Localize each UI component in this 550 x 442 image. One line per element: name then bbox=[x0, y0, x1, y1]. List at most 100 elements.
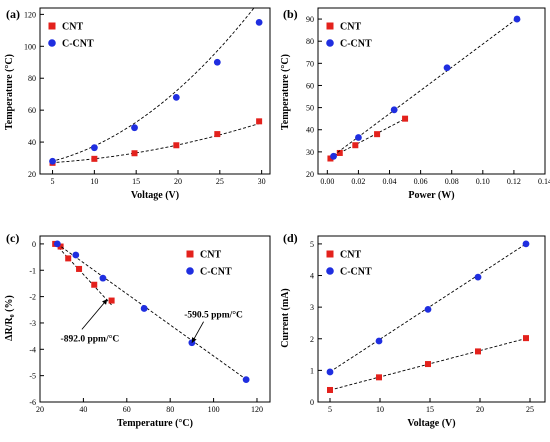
data-point-c-cnt bbox=[49, 157, 56, 165]
y-tick-label: 5 bbox=[310, 240, 314, 249]
slope-annotation: -590.5 ppm/°C bbox=[184, 310, 243, 321]
fit-line-c-cnt bbox=[51, 8, 255, 162]
x-tick-label: 0.04 bbox=[383, 177, 397, 186]
y-tick-label: 2 bbox=[310, 335, 314, 344]
chart-panel-4: 5 10 15 20 25 0 1 2 3 4 5 (d) Voltage (V) Current (mA… bbox=[280, 231, 546, 429]
legend-label: C-CNT bbox=[200, 267, 232, 278]
y-tick-label: 40 bbox=[28, 138, 36, 147]
y-tick-label: 20 bbox=[28, 170, 36, 179]
data-point-cnt bbox=[57, 243, 64, 250]
y-tick-label: -2 bbox=[29, 293, 36, 302]
slope-annotation: -892.0 ppm/°C bbox=[61, 333, 120, 344]
fit-line-c-cnt bbox=[57, 243, 247, 380]
data-point-c-cnt bbox=[330, 152, 337, 160]
data-point-cnt bbox=[374, 131, 381, 138]
x-tick-label: 0.00 bbox=[320, 177, 334, 186]
annotation-arrow bbox=[81, 298, 108, 330]
data-point-c-cnt bbox=[443, 64, 451, 72]
data-point-cnt bbox=[76, 265, 83, 272]
data-point-cnt bbox=[173, 142, 180, 149]
data-point-c-cnt bbox=[375, 337, 383, 345]
legend-label: C-CNT bbox=[340, 267, 372, 278]
y-tick-label: 30 bbox=[306, 148, 314, 157]
y-tick-label: 20 bbox=[306, 170, 314, 179]
x-tick-label: 120 bbox=[251, 405, 263, 414]
plot-frame bbox=[317, 7, 546, 175]
data-point-c-cnt bbox=[242, 376, 250, 384]
y-tick-label: 0 bbox=[32, 240, 36, 249]
legend-marker bbox=[186, 250, 194, 258]
data-point-cnt bbox=[352, 142, 359, 149]
data-point-cnt bbox=[336, 149, 343, 156]
data-point-c-cnt bbox=[53, 240, 61, 248]
chart-panel-1: 5 10 15 20 25 30 20 40 60 80 100 120 (a) Voltage (V) T… bbox=[4, 7, 271, 201]
x-tick-label: 10 bbox=[90, 177, 98, 186]
plot-frame bbox=[39, 7, 271, 175]
y-tick-label: 60 bbox=[306, 81, 314, 90]
chart-panel-2: 0.00 0.02 0.04 0.06 0.08 0.10 0.12 0.14 20 30 40 50… bbox=[280, 7, 550, 201]
x-axis-title: Voltage (V) bbox=[131, 190, 179, 201]
x-tick-label: 5 bbox=[328, 405, 332, 414]
data-point-cnt bbox=[475, 348, 481, 355]
x-tick-label: 20 bbox=[476, 405, 484, 414]
y-tick-label: 3 bbox=[310, 303, 314, 312]
y-axis-title: Temperature (°C) bbox=[4, 54, 15, 130]
legend-label: C-CNT bbox=[62, 39, 94, 50]
legend-marker bbox=[186, 267, 194, 275]
x-tick-label: 15 bbox=[426, 405, 434, 414]
data-point-c-cnt bbox=[131, 124, 138, 132]
panel-label: (b) bbox=[283, 7, 298, 21]
legend-label: CNT bbox=[62, 22, 83, 33]
x-tick-label: 0.06 bbox=[414, 177, 428, 186]
annotation-arrowhead bbox=[191, 337, 197, 343]
legend-label: CNT bbox=[340, 22, 361, 33]
x-tick-label: 0.08 bbox=[445, 177, 459, 186]
y-tick-label: 4 bbox=[310, 272, 314, 281]
y-tick-label: -3 bbox=[29, 319, 36, 328]
data-point-c-cnt bbox=[355, 134, 362, 141]
x-tick-label: 25 bbox=[526, 405, 534, 414]
data-point-c-cnt bbox=[326, 368, 334, 376]
data-point-c-cnt bbox=[474, 273, 482, 281]
y-axis-title: Temperature (°C) bbox=[280, 54, 291, 130]
x-tick-label: 10 bbox=[376, 405, 384, 414]
legend-marker bbox=[48, 39, 56, 47]
y-tick-label: 80 bbox=[28, 74, 36, 83]
y-axis-title: Current (mA) bbox=[280, 288, 291, 348]
x-tick-label: 15 bbox=[132, 177, 140, 186]
x-tick-label: 5 bbox=[51, 177, 55, 186]
x-tick-label: 80 bbox=[166, 405, 174, 414]
x-tick-label: 0.12 bbox=[507, 177, 521, 186]
data-point-cnt bbox=[256, 118, 263, 125]
data-point-c-cnt bbox=[390, 106, 398, 114]
y-tick-label: -1 bbox=[29, 266, 36, 275]
x-tick-label: 0.02 bbox=[351, 177, 365, 186]
chart-panel-3: 20 40 60 80 100 120 -6 -5 -4 -3 -2 -1 0 (c) Temperatur… bbox=[4, 231, 271, 429]
y-tick-label: 1 bbox=[310, 366, 314, 375]
data-point-c-cnt bbox=[255, 18, 263, 26]
x-tick-label: 20 bbox=[36, 405, 44, 414]
x-tick-label: 25 bbox=[216, 177, 224, 186]
y-tick-label: 90 bbox=[306, 15, 314, 24]
data-point-cnt bbox=[402, 115, 409, 122]
fit-line-cnt bbox=[330, 118, 406, 159]
data-point-cnt bbox=[91, 281, 98, 288]
plot-frame bbox=[317, 235, 546, 403]
x-tick-label: 30 bbox=[258, 177, 266, 186]
x-tick-label: 40 bbox=[79, 405, 87, 414]
y-tick-label: 50 bbox=[306, 104, 314, 113]
x-tick-label: 0.10 bbox=[476, 177, 490, 186]
data-point-cnt bbox=[108, 297, 115, 304]
data-point-cnt bbox=[425, 361, 431, 368]
data-point-cnt bbox=[91, 155, 98, 162]
fit-line-c-cnt bbox=[333, 18, 518, 156]
legend-label: C-CNT bbox=[340, 39, 372, 50]
y-tick-label: 0 bbox=[310, 398, 314, 407]
y-tick-label: -6 bbox=[29, 398, 36, 407]
x-axis-title: Temperature (°C) bbox=[117, 418, 193, 429]
legend-marker bbox=[48, 22, 56, 30]
legend-marker bbox=[326, 267, 334, 275]
data-point-cnt bbox=[214, 131, 221, 138]
data-point-c-cnt bbox=[72, 251, 80, 259]
